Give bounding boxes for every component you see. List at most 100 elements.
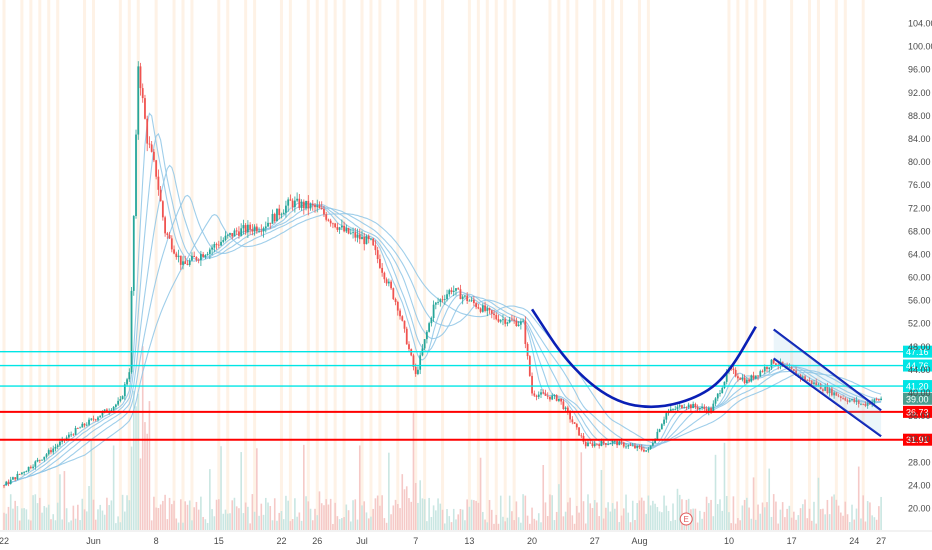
candle-body	[72, 434, 75, 436]
volume-bar	[477, 502, 480, 530]
candle-body	[226, 234, 229, 236]
candle-body	[29, 466, 32, 468]
candle-body	[139, 66, 142, 89]
volume-bar	[238, 508, 240, 530]
y-tick-label: 44.00	[908, 365, 931, 375]
volume-bar	[708, 503, 710, 530]
candle-body	[660, 424, 663, 430]
candle-body	[285, 205, 287, 213]
candle-body	[678, 405, 681, 407]
candle-body	[754, 375, 757, 379]
candle-body	[846, 400, 849, 402]
volume-bar	[596, 502, 598, 530]
volume-bar	[855, 508, 858, 530]
candle-body	[267, 222, 269, 227]
candle-body	[564, 407, 567, 410]
y-tick-label: 36.00	[908, 411, 931, 421]
volume-bar	[115, 523, 117, 530]
volume-bar	[569, 497, 571, 530]
candle-body	[36, 459, 39, 462]
volume-bar	[117, 516, 119, 530]
volume-bar	[549, 494, 551, 530]
background-band	[834, 0, 838, 530]
time-axis[interactable]: 22 Jun 8 15 22 26 Jul 7 13 20 27 Aug 10 17 24 27	[0, 530, 932, 546]
candle-body	[74, 428, 77, 435]
candle-body	[524, 320, 527, 345]
volume-bar	[148, 401, 151, 530]
candle-body	[253, 226, 256, 232]
volume-bar	[761, 502, 764, 530]
volume-bar	[242, 513, 245, 530]
background-band	[575, 0, 579, 530]
candle-body	[830, 388, 833, 396]
candle-body	[799, 374, 802, 378]
volume-bar	[63, 471, 66, 530]
volume-bar	[840, 512, 842, 530]
candle-body	[246, 224, 249, 233]
candle-body	[806, 380, 809, 381]
volume-bar	[721, 510, 724, 530]
candle-body	[721, 387, 724, 394]
volume-bar	[139, 458, 142, 530]
volume-bar	[833, 494, 835, 530]
volume-bar	[94, 519, 97, 530]
volume-bar	[752, 477, 755, 530]
volume-bar	[725, 496, 728, 530]
candle-body	[258, 230, 260, 232]
volume-bar	[853, 519, 856, 530]
earnings-marker-circle[interactable]	[679, 512, 693, 526]
background-band	[333, 0, 337, 530]
volume-bar	[571, 515, 574, 530]
volume-bar	[423, 499, 426, 530]
candle-body	[627, 445, 630, 447]
candle-body	[327, 219, 330, 221]
volume-bar	[719, 499, 721, 530]
volume-bar	[576, 505, 578, 530]
candle-body	[517, 324, 520, 327]
volume-bar	[34, 494, 37, 530]
candle-body	[137, 66, 140, 135]
candle-body	[262, 228, 265, 232]
volume-bar	[397, 504, 399, 530]
candle-body	[202, 254, 205, 258]
volume-bar	[287, 500, 289, 530]
price-axis[interactable]: 20.00 24.00 28.00 32.00 36.00 40.00 44.00 48.00…	[908, 19, 932, 514]
candle-body	[475, 303, 478, 308]
volume-bar	[215, 499, 218, 530]
volume-bar	[171, 504, 173, 530]
volume-bars	[3, 346, 882, 530]
volume-bar	[457, 514, 460, 530]
candle-body	[94, 419, 97, 421]
volume-bar	[622, 508, 625, 530]
volume-bar	[647, 495, 650, 530]
volume-bar	[126, 495, 128, 530]
candle-body	[566, 407, 569, 412]
volume-bar	[36, 503, 39, 530]
candle-body	[379, 259, 381, 268]
volume-bar	[578, 512, 580, 530]
background-band	[611, 0, 615, 530]
candle-body	[289, 199, 292, 201]
volume-bar	[772, 494, 775, 530]
candle-body	[280, 214, 283, 216]
candle-body	[687, 404, 690, 408]
candle-body	[126, 379, 128, 385]
background-band	[441, 0, 445, 530]
candle-body	[866, 402, 869, 406]
candle-body	[425, 331, 428, 340]
volume-bar	[264, 497, 267, 530]
volume-bar	[573, 523, 576, 530]
background-band	[154, 0, 158, 530]
level-price-label: 41.20	[906, 382, 929, 392]
candle-body	[607, 443, 610, 445]
earnings-marker[interactable]: E	[679, 512, 693, 526]
candle-body	[25, 470, 28, 473]
candle-body	[119, 399, 122, 401]
candle-body	[734, 369, 737, 377]
candle-body	[428, 323, 431, 332]
candle-body	[674, 409, 677, 410]
candle-body	[54, 446, 57, 449]
candle-body	[468, 300, 471, 302]
background-band	[503, 0, 507, 530]
